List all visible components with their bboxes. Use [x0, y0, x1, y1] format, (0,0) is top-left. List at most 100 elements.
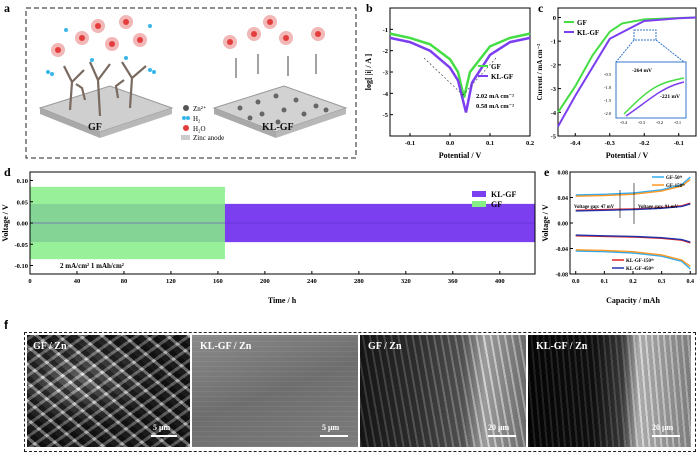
inset-label-klgf: -221 mV — [660, 94, 680, 100]
sem-scanlines — [192, 335, 358, 447]
panel-d-xtick-label: 320 — [401, 278, 411, 285]
panel-e-series-discharge — [575, 234, 691, 243]
legend-d-gf-swatch — [472, 201, 486, 207]
panel-c-ytick-label: -5 — [551, 134, 557, 141]
panel-d-ytick-label: -0.05 — [14, 242, 28, 249]
panel-c-ytick-label: -1 — [551, 39, 556, 46]
panel-b-ylabel: log[ |i| / A ] — [364, 53, 373, 90]
panel-b-xtick-label: -0.1 — [405, 140, 415, 147]
panel-b-xtick-label: 0.1 — [486, 140, 494, 147]
panel-e-ytick-label: -0.04 — [556, 247, 569, 253]
sem-image-gf-zn-5um: GF / Zn 5 μm — [27, 335, 190, 447]
panel-d-ylabel: Voltage / V — [1, 204, 10, 242]
gf-plate-edge — [40, 108, 100, 138]
legend-e-klgf450: KL-GF-450ᵗʰ — [626, 266, 654, 272]
legend-c-klgf: KL-GF — [577, 29, 599, 37]
panel-b-xlabel: Potential / V — [439, 151, 482, 160]
panel-c-series-line — [557, 16, 697, 127]
legend-zn-ion: Zn²⁺ — [193, 105, 207, 113]
panel-d-xtick-label: 40 — [74, 278, 81, 285]
scale-bar-label: 5 μm — [322, 423, 340, 432]
gf-zinc-plate — [38, 85, 174, 133]
panel-e-xtick-label: 0.2 — [629, 279, 637, 285]
panel-e: e 0.0 0.1 0.2 0.3 0.4 0.08 0.04 0.00 -0.04 -0.08 … — [540, 162, 700, 307]
sem-label: GF / Zn — [33, 341, 67, 352]
sem-label: KL-GF / Zn — [200, 341, 252, 352]
inset-xtick-0: -0.4 — [620, 120, 628, 125]
panel-c-xtick-label: -0.1 — [674, 140, 684, 147]
panel-f: f GF / Zn 5 μm KL-GF / Zn 5 μm GF / Zn 2… — [0, 308, 700, 455]
gf-water-clusters — [51, 15, 147, 57]
legend-e-klgf150: KL-GF-150ᵗʰ — [626, 258, 654, 264]
panel-a-gf-label: GF — [88, 122, 102, 133]
scale-bar-label: 20 μm — [488, 423, 510, 432]
legend-c-gf: GF — [577, 19, 587, 27]
legend-e-gf50: GF-50ᵗʰ — [666, 175, 683, 181]
sem-texture — [528, 335, 691, 447]
inset-xtick-1: -0.3 — [638, 120, 646, 125]
panel-c-inset: -264 mV -221 mV -0.4 -0.3 -0.2 -0.1 -0.5… — [604, 61, 687, 125]
klgf-water-clusters — [223, 15, 325, 49]
panel-e-ylabel: Voltage / V — [541, 204, 550, 242]
panel-e-plot-area — [575, 176, 691, 270]
panel-c-ticks: -0.4 -0.3 -0.2 -0.1 0 -1 -2 -3 -4 -5 — [551, 15, 684, 147]
legend-zinc-anode: Zinc anode — [193, 134, 224, 142]
panel-d-ytick-label: -0.10 — [14, 263, 28, 270]
panel-d-plot-area — [30, 186, 535, 260]
panel-c-xlabel: Potential / V — [606, 151, 649, 160]
sem-image-klgf-zn-20um: KL-GF / Zn 20 μm — [528, 335, 691, 447]
inset-label-gf: -264 mV — [632, 68, 652, 74]
panel-b-ytick-label: -1 — [383, 27, 388, 34]
panel-letter-a: a — [4, 1, 10, 15]
panel-c: c -0.4 -0.3 -0.2 -0.1 0 -1 -2 -3 -4 -5 GF KL-GF -… — [534, 0, 700, 162]
panel-b-ytick-label: -4 — [383, 91, 389, 98]
panel-a: a GF Zn²⁺ — [0, 0, 362, 162]
panel-a-svg: a GF Zn²⁺ — [4, 1, 357, 159]
panel-e-xlabel: Capacity / mAh — [606, 296, 660, 305]
gap-label-47: Voltage gap: 47 mV — [574, 205, 615, 210]
panel-e-ticks: 0.0 0.1 0.2 0.3 0.4 0.08 0.04 0.00 -0.04 -0.08 — [556, 171, 695, 286]
panel-b-axes-frame — [389, 7, 531, 137]
sem-image-gf-zn-20um: GF / Zn 20 μm — [360, 335, 526, 447]
panel-d-xtick-label: 240 — [307, 278, 317, 285]
inset-klgf-curve — [625, 81, 685, 117]
panel-b-svg: b -0.1 0.0 0.1 0.2 -5 -4 -3 -2 -1 GF KL-GF 2.02 … — [364, 1, 534, 160]
panel-b-ticks: -0.1 0.0 0.1 0.2 -5 -4 -3 -2 -1 — [383, 27, 534, 147]
panel-d-ytick-label: 0.10 — [17, 178, 28, 185]
panel-c-axes-frame — [557, 7, 697, 137]
panel-b-ytick-label: -5 — [383, 112, 389, 119]
panel-d-xtick-label: 120 — [166, 278, 176, 285]
legend-b-klgf: KL-GF — [491, 73, 513, 81]
scale-bar-label: 5 μm — [153, 423, 171, 432]
panel-letter-b: b — [366, 1, 373, 15]
legend-b-gf: GF — [491, 63, 501, 71]
sem-texture — [360, 335, 526, 447]
panel-d-xtick-label: 280 — [354, 278, 364, 285]
panel-b-xtick-label: 0.2 — [526, 140, 534, 147]
panel-letter-c: c — [538, 1, 544, 15]
panel-d-ytick-label: 0.00 — [17, 221, 28, 228]
panel-e-series-discharge — [575, 249, 691, 267]
panel-d-xtick-label: 0 — [28, 278, 31, 285]
panel-d-xtick-label: 80 — [121, 278, 128, 285]
inset-ytick-2: -1.5 — [604, 98, 612, 103]
panel-c-ytick-label: -4 — [551, 110, 557, 117]
panel-d-ticks: 0 40 80 120 160 200 240 280 320 360 400 0.10 0.05 0.0… — [14, 178, 504, 285]
panel-e-ytick-label: 0.00 — [558, 222, 569, 228]
scale-bar — [151, 435, 177, 437]
panel-c-zoom-line-left — [615, 39, 635, 63]
klgf-ion-arrows — [235, 54, 317, 78]
panel-b-series-line — [389, 32, 531, 98]
panel-e-xtick-label: 0.0 — [572, 279, 580, 285]
panel-e-series-charge — [575, 179, 691, 197]
panel-e-series-charge — [575, 203, 691, 212]
panel-f-frame — [24, 332, 696, 452]
panel-a-frame — [25, 7, 357, 159]
panel-c-ylabel: Current / mA cm⁻² — [536, 44, 544, 101]
panel-letter-e: e — [544, 165, 550, 179]
panel-c-xtick-label: -0.2 — [639, 140, 649, 147]
panel-b-plot-area — [389, 32, 531, 113]
panel-d-condition: 2 mA/cm² 1 mAh/cm² — [60, 262, 124, 270]
inset-ytick-0: -0.5 — [604, 72, 612, 77]
legend-h2o: H₂O — [193, 125, 206, 133]
